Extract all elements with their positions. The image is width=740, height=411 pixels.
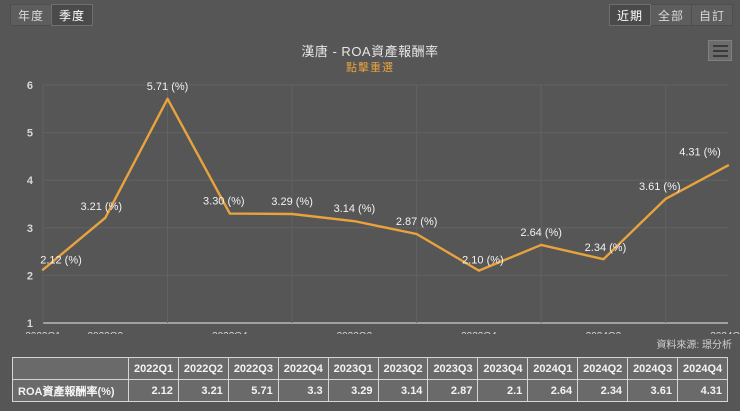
data-point-label: 2.87 (%) [396, 216, 438, 228]
table-col-header: 2022Q4 [277, 357, 329, 380]
y-axis-tick-label: 1 [27, 318, 33, 330]
table-col-header: 2024Q4 [676, 357, 729, 380]
table-col-header: 2024Q1 [527, 357, 579, 380]
period-quarterly-button[interactable]: 季度 [51, 4, 94, 26]
data-point-label: 3.30 (%) [203, 196, 245, 208]
x-axis-tick-label: 2022Q4 [212, 331, 248, 334]
chart-plot-area[interactable]: 1 2 3 4 5 6 2022Q1 2022Q2 2022Q4 2023Q2 2023Q4 2024… [0, 72, 740, 334]
range-toggle-group: 近期 全部 自訂 [608, 4, 733, 26]
chart-source-note: 資料來源: 璟分析 [656, 340, 732, 351]
table-cell: 2.12 [128, 379, 179, 402]
table-cell: 4.31 [676, 379, 729, 402]
hamburger-bar [712, 49, 728, 52]
table-cell: 2.1 [477, 379, 529, 402]
data-point-label: 2.12 (%) [40, 255, 82, 267]
x-axis-tick-label: 2023Q2 [337, 331, 373, 334]
data-point-label: 3.61 (%) [639, 181, 681, 193]
table-cell: 3.21 [177, 379, 229, 402]
data-point-label: 4.31 (%) [679, 146, 721, 158]
x-axis-tick-label: 2024Q2 [586, 331, 622, 334]
table-row: ROA資產報酬率(%) 2.12 3.21 5.71 3.3 3.29 3.14 2.87 2… [12, 379, 729, 402]
line-chart-svg: 1 2 3 4 5 6 2022Q1 2022Q2 2022Q4 2023Q2 2023Q4 2024… [25, 80, 740, 334]
data-point-label: 3.14 (%) [334, 203, 376, 215]
range-custom-button[interactable]: 自訂 [690, 4, 733, 26]
data-table: 2022Q1 2022Q2 2022Q3 2022Q4 2023Q1 2023Q2 2023… [12, 357, 729, 402]
table-col-header: 2022Q1 [128, 357, 179, 380]
y-axis-tick-label: 3 [27, 223, 33, 235]
table-col-header: 2024Q2 [577, 357, 629, 380]
chart-subtitle[interactable]: 點擊重選 [346, 62, 394, 74]
data-line-series [41, 97, 730, 272]
period-annual-button[interactable]: 年度 [10, 4, 53, 26]
x-axis-tick-label: 2022Q2 [87, 331, 123, 334]
y-axis-tick-label: 4 [27, 175, 34, 187]
table-corner-cell [12, 357, 129, 380]
table-cell: 3.14 [377, 379, 429, 402]
top-toolbar: 年度 季度 近期 全部 自訂 [0, 0, 740, 30]
table-header-row: 2022Q1 2022Q2 2022Q3 2022Q4 2023Q1 2023Q2 2023… [12, 357, 729, 380]
table-cell: 2.87 [427, 379, 479, 402]
table-col-header: 2023Q2 [377, 357, 429, 380]
y-axis-tick-label: 2 [27, 270, 33, 282]
table-cell: 3.61 [627, 379, 678, 402]
table-col-header: 2022Q2 [177, 357, 229, 380]
table-row-header: ROA資產報酬率(%) [12, 379, 129, 402]
data-point-label: 3.29 (%) [271, 196, 313, 208]
period-toggle-group: 年度 季度 [10, 4, 94, 26]
x-axis-tick-label: 2024Q4 [710, 331, 740, 334]
y-axis-tick-label: 6 [27, 80, 33, 92]
table-cell: 3.3 [277, 379, 329, 402]
x-axis-tick-label: 2022Q1 [25, 331, 61, 334]
table-col-header: 2023Q1 [327, 357, 379, 380]
y-axis-tick-label: 5 [27, 128, 33, 140]
data-table-wrapper: 2022Q1 2022Q2 2022Q3 2022Q4 2023Q1 2023Q2 2023… [12, 357, 729, 402]
table-col-header: 2024Q3 [627, 357, 678, 380]
table-col-header: 2023Q4 [477, 357, 529, 380]
table-col-header: 2022Q3 [227, 357, 279, 380]
hamburger-icon[interactable] [708, 40, 732, 61]
table-cell: 3.29 [327, 379, 379, 402]
table-cell: 2.64 [527, 379, 579, 402]
table-cell: 2.34 [577, 379, 629, 402]
range-recent-button[interactable]: 近期 [608, 4, 651, 26]
hamburger-bar [712, 54, 728, 57]
table-cell: 5.71 [227, 379, 279, 402]
chart-title: 漢唐 - ROA資產報酬率 [301, 44, 439, 59]
data-point-label: 3.21 (%) [80, 201, 122, 213]
range-all-button[interactable]: 全部 [649, 4, 692, 26]
data-point-label: 5.71 (%) [147, 81, 189, 93]
hamburger-bar [712, 44, 728, 47]
data-point-label: 2.34 (%) [585, 242, 627, 254]
table-col-header: 2023Q3 [427, 357, 479, 380]
data-point-label: 2.64 (%) [520, 227, 562, 239]
x-axis-tick-label: 2023Q4 [461, 331, 497, 334]
data-point-label: 2.10 (%) [462, 255, 504, 267]
